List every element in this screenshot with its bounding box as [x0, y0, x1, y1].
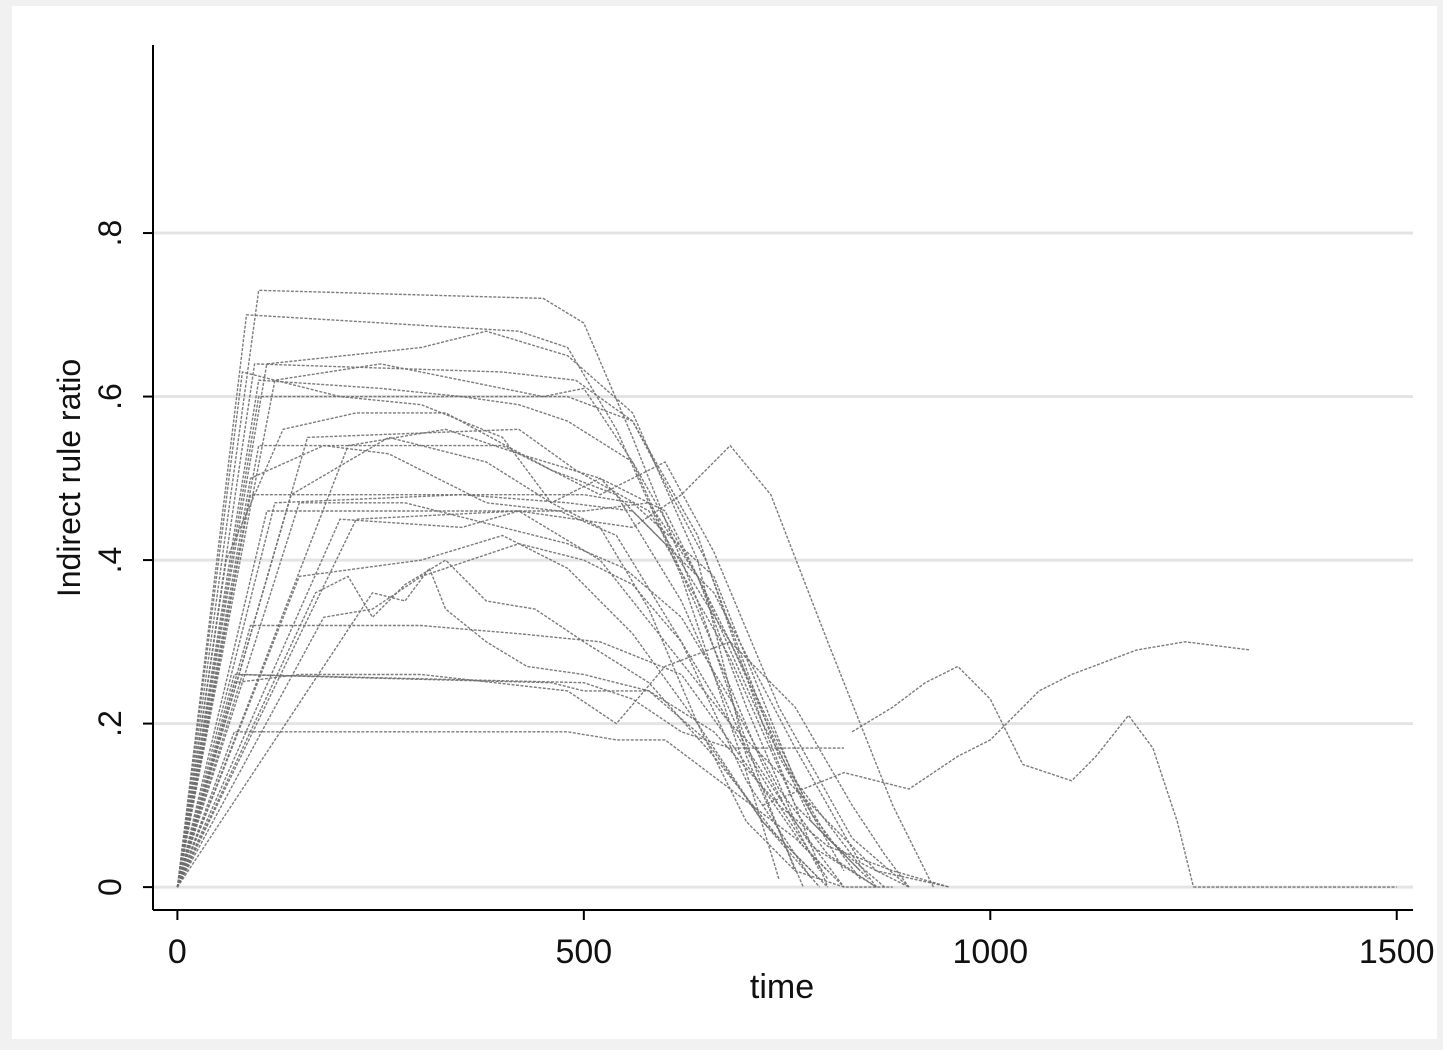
series-line — [176, 567, 821, 888]
x-tick-label: 500 — [555, 933, 612, 971]
series-line — [851, 665, 1195, 888]
x-axis-label: time — [750, 968, 814, 1006]
series-line — [176, 534, 821, 888]
series-line — [176, 502, 845, 888]
y-tick-label: 0 — [92, 878, 128, 896]
series-line — [176, 510, 950, 888]
series-line — [176, 436, 861, 888]
plot-area — [12, 6, 1437, 1039]
series-line — [176, 363, 821, 888]
y-tick-label: .6 — [92, 383, 128, 410]
y-tick-label: .2 — [92, 710, 128, 737]
series-line — [176, 673, 844, 888]
series-line — [176, 444, 935, 888]
series-line — [176, 731, 829, 888]
x-tick-label: 0 — [168, 933, 187, 971]
series-line — [176, 444, 813, 888]
y-axis-label: Indirect rule ratio — [51, 359, 87, 597]
series-line — [176, 379, 886, 888]
series-line — [176, 624, 845, 888]
series-line — [176, 289, 796, 888]
series-layer — [176, 289, 1397, 888]
axes: 0 .2 .4 .6 .8 0 500 1000 1500 — [92, 45, 1435, 971]
series-line — [176, 641, 910, 888]
series-line — [176, 330, 804, 888]
x-tick-label: 1000 — [952, 933, 1028, 971]
series-line — [176, 444, 910, 888]
series-line — [176, 314, 780, 888]
series-line — [176, 395, 845, 888]
x-tick-label: 1500 — [1359, 933, 1435, 971]
series-line — [176, 543, 950, 888]
series-line — [176, 371, 893, 888]
y-tick-label: .4 — [92, 547, 128, 574]
series-line — [176, 502, 877, 888]
series-line — [762, 641, 1251, 806]
y-tick-label: .8 — [92, 220, 128, 247]
